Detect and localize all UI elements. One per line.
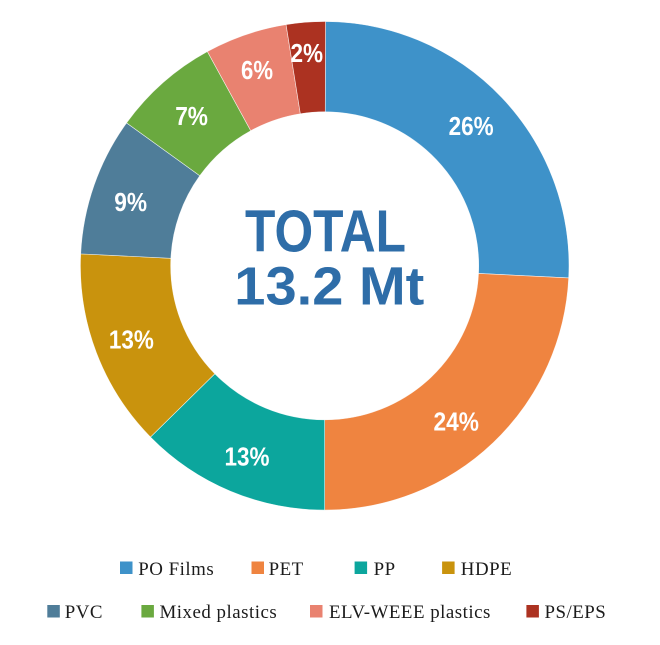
svg-text:PVC: PVC (65, 602, 103, 623)
svg-text:ELV-WEEE plastics: ELV-WEEE plastics (329, 602, 491, 623)
svg-text:13%: 13% (109, 324, 154, 354)
svg-text:9%: 9% (114, 187, 147, 217)
svg-text:26%: 26% (449, 111, 494, 141)
svg-text:PS/EPS: PS/EPS (545, 602, 607, 623)
svg-text:7%: 7% (175, 101, 208, 131)
svg-text:PET: PET (269, 559, 304, 580)
svg-text:13.2 Mt: 13.2 Mt (234, 257, 424, 317)
svg-text:13%: 13% (225, 441, 270, 471)
svg-text:PP: PP (374, 559, 396, 580)
svg-text:Mixed plastics: Mixed plastics (160, 602, 278, 623)
svg-text:PO Films: PO Films (138, 559, 214, 580)
svg-text:TOTAL: TOTAL (245, 199, 406, 265)
svg-text:24%: 24% (433, 407, 479, 437)
svg-text:6%: 6% (241, 55, 273, 85)
svg-text:HDPE: HDPE (461, 559, 512, 580)
svg-text:2%: 2% (291, 38, 324, 68)
